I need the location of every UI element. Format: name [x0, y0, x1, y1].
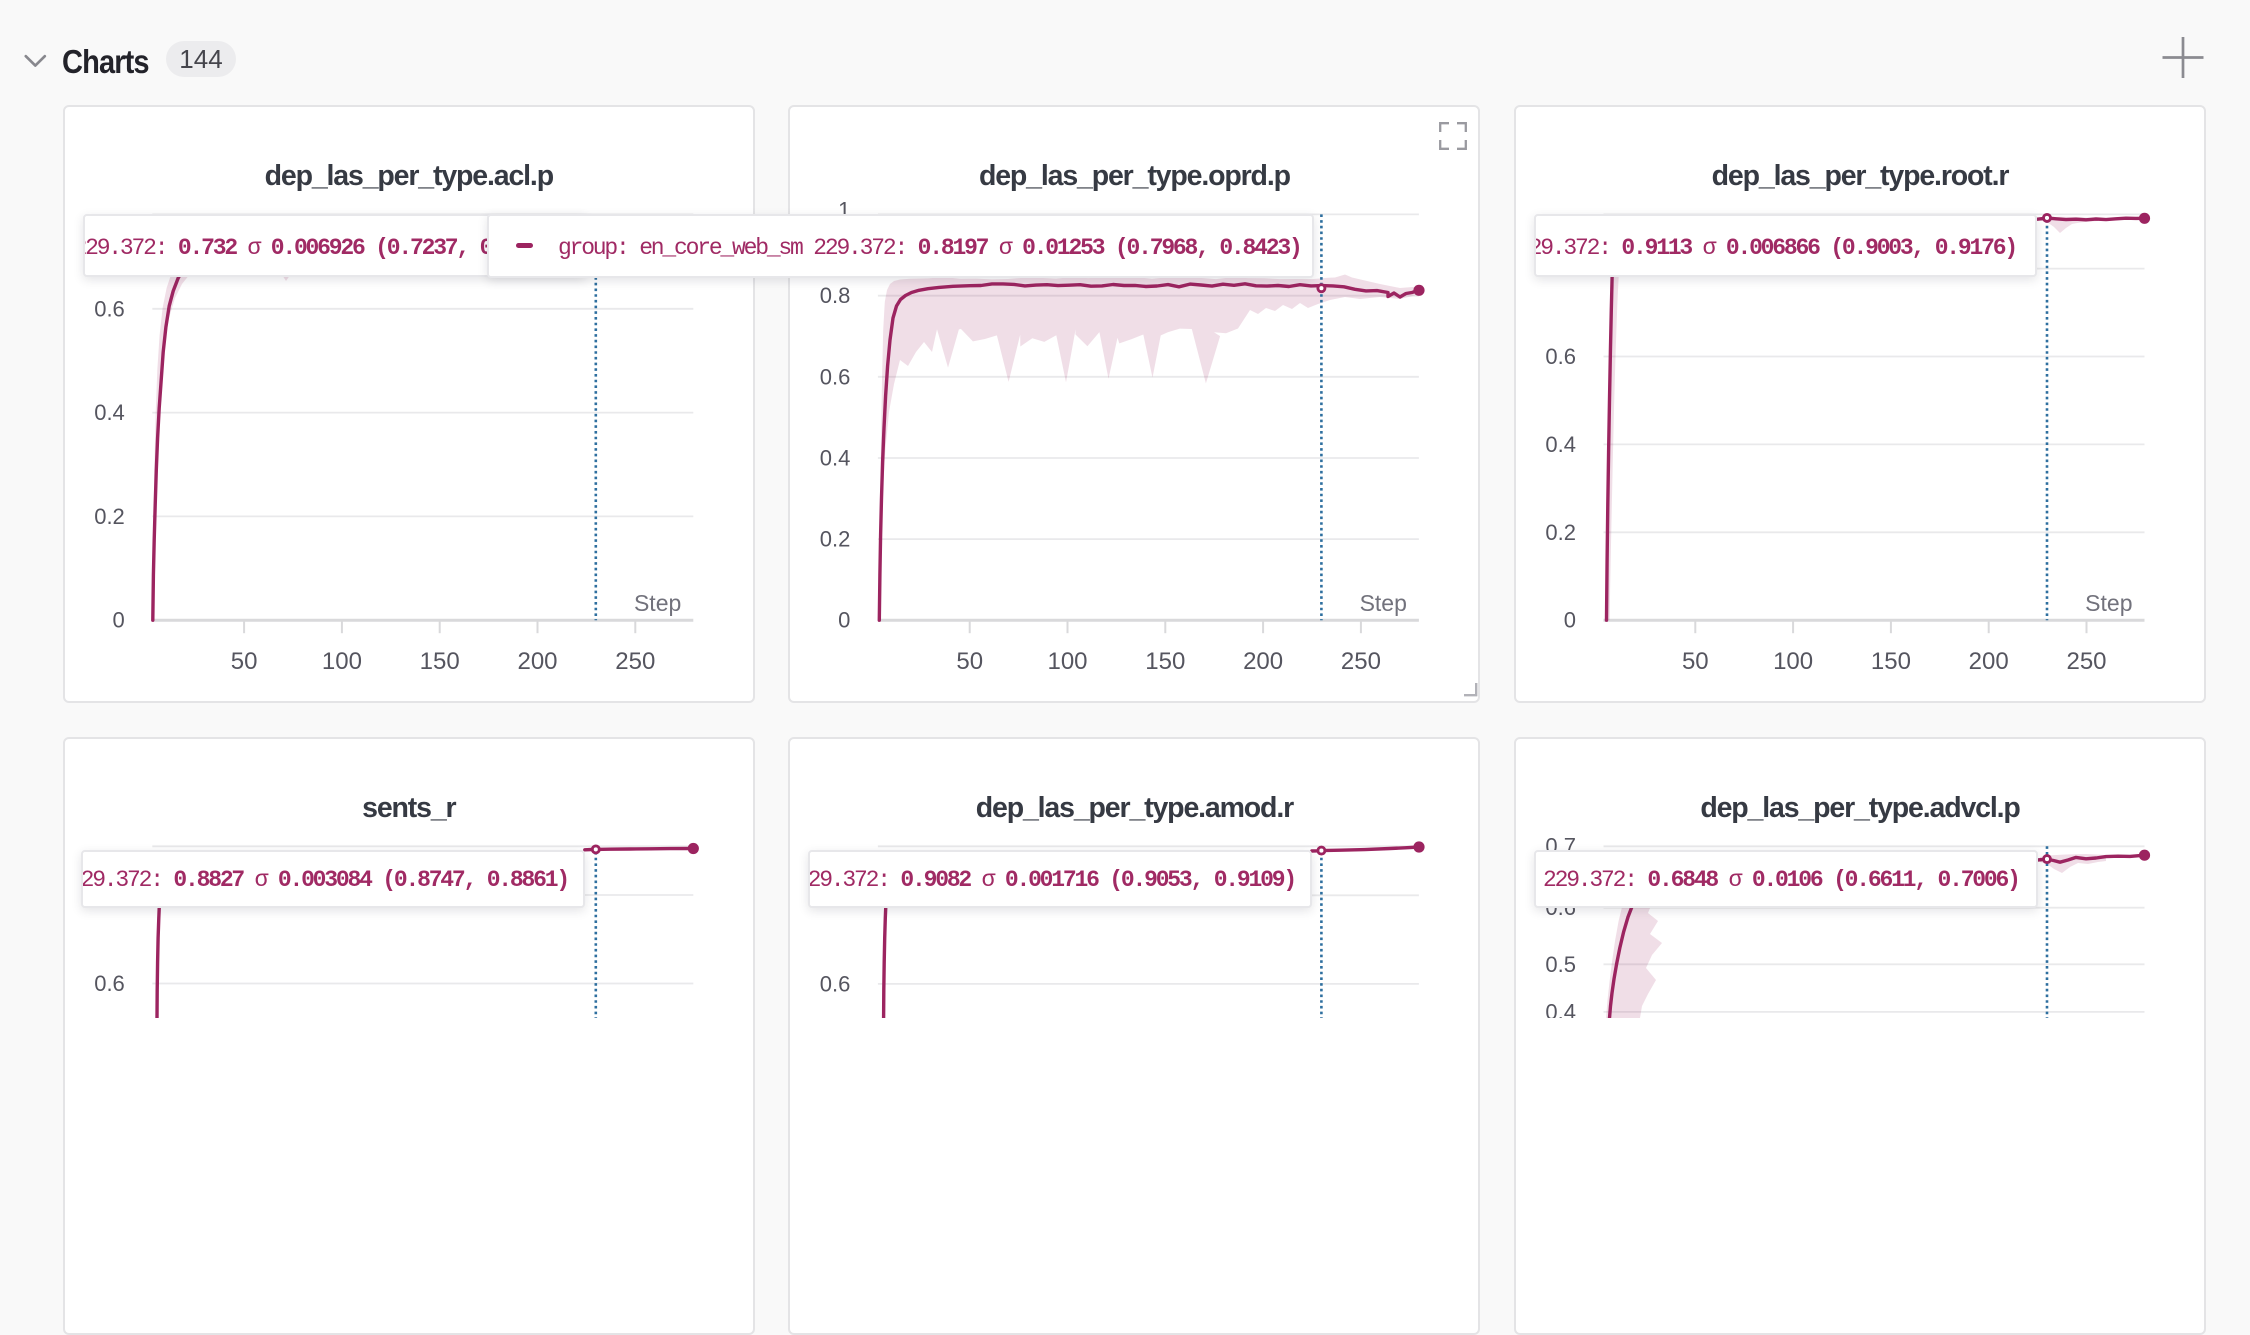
- svg-text:250: 250: [1341, 648, 1381, 675]
- svg-text:0.2: 0.2: [94, 504, 125, 529]
- svg-text:Step: Step: [634, 590, 681, 616]
- svg-text:0.6: 0.6: [94, 971, 125, 996]
- svg-text:0.4: 0.4: [1545, 432, 1576, 457]
- svg-text:Step: Step: [2085, 590, 2132, 616]
- svg-text:0.6: 0.6: [820, 364, 851, 389]
- svg-text:0: 0: [1564, 608, 1576, 633]
- svg-text:0.8: 0.8: [820, 283, 851, 308]
- svg-text:Step: Step: [1360, 590, 1407, 616]
- svg-text:200: 200: [1243, 648, 1283, 675]
- svg-text:100: 100: [1047, 648, 1087, 675]
- svg-text:100: 100: [1773, 648, 1813, 675]
- svg-text:150: 150: [420, 648, 460, 675]
- svg-text:0.2: 0.2: [1545, 520, 1576, 545]
- svg-text:150: 150: [1145, 648, 1185, 675]
- svg-text:0: 0: [113, 608, 125, 633]
- svg-text:200: 200: [1969, 648, 2009, 675]
- svg-text:0.4: 0.4: [1545, 999, 1576, 1018]
- svg-text:0.6: 0.6: [94, 296, 125, 321]
- svg-text:0: 0: [838, 608, 850, 633]
- svg-text:100: 100: [322, 648, 362, 675]
- svg-text:50: 50: [956, 648, 983, 675]
- svg-text:200: 200: [517, 648, 557, 675]
- svg-text:150: 150: [1871, 648, 1911, 675]
- svg-text:50: 50: [231, 648, 258, 675]
- svg-text:50: 50: [1682, 648, 1709, 675]
- svg-text:0.4: 0.4: [820, 446, 851, 471]
- svg-text:0.5: 0.5: [1545, 952, 1576, 977]
- svg-text:250: 250: [2066, 648, 2106, 675]
- svg-text:0.6: 0.6: [820, 971, 851, 996]
- svg-text:0.2: 0.2: [820, 527, 851, 552]
- svg-text:0.4: 0.4: [94, 400, 125, 425]
- svg-text:0.6: 0.6: [1545, 344, 1576, 369]
- svg-text:250: 250: [615, 648, 655, 675]
